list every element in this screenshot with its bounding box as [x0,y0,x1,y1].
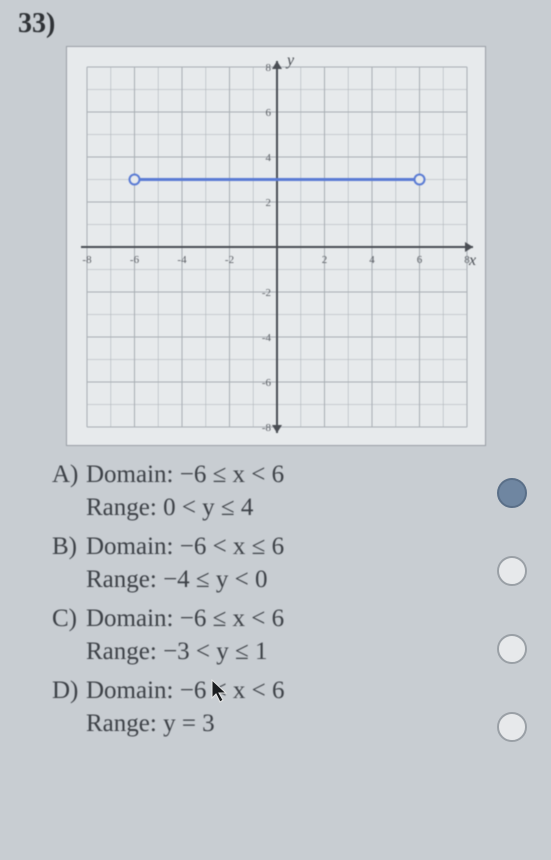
svg-text:-8: -8 [82,254,92,266]
choice-range: Range: −3 < y ≤ 1 [52,635,533,668]
svg-text:-2: -2 [224,254,233,266]
coordinate-graph: yx-8-6-4-22468-8-6-4-22468 [66,46,486,446]
radio-d[interactable] [497,712,527,742]
svg-text:-4: -4 [177,254,187,266]
choice-b[interactable]: B)Domain: −6 < x ≤ 6 Range: −4 ≤ y < 0 [52,530,533,596]
choice-range: Range: y = 3 [52,707,533,740]
svg-text:6: 6 [416,254,422,266]
answer-choices: A)Domain: −6 ≤ x < 6 Range: 0 < y ≤ 4 B)… [18,458,533,740]
svg-text:2: 2 [265,197,271,209]
choice-letter: C) [52,602,86,635]
choice-text: Domain: −6 ≤ x < 6 [86,605,284,632]
svg-text:-8: -8 [261,422,271,434]
question-number: 33) [18,8,533,40]
choice-text: Domain: −6 < x < 6 [86,677,285,704]
choice-letter: A) [52,458,86,491]
svg-text:8: 8 [464,254,470,266]
svg-text:-6: -6 [129,254,139,266]
svg-text:-2: -2 [261,287,270,299]
choice-range: Range: 0 < y ≤ 4 [52,491,533,524]
choice-text: Domain: −6 < x ≤ 6 [86,533,284,560]
choice-d[interactable]: D)Domain: −6 < x < 6 Range: y = 3 [52,674,533,740]
svg-text:6: 6 [265,107,271,119]
radio-group [497,478,537,790]
svg-text:-4: -4 [261,332,271,344]
svg-text:4: 4 [369,254,375,266]
svg-text:2: 2 [321,254,327,266]
radio-c[interactable] [497,634,527,664]
svg-text:8: 8 [265,62,271,74]
svg-text:4: 4 [265,152,271,164]
radio-b[interactable] [497,556,527,586]
choice-text: Domain: −6 ≤ x < 6 [86,461,284,488]
radio-a[interactable] [497,478,527,508]
svg-text:-6: -6 [261,377,271,389]
choice-letter: B) [52,530,86,563]
choice-range: Range: −4 ≤ y < 0 [52,563,533,596]
svg-text:y: y [285,52,295,69]
choice-c[interactable]: C)Domain: −6 ≤ x < 6 Range: −3 < y ≤ 1 [52,602,533,668]
choice-a[interactable]: A)Domain: −6 ≤ x < 6 Range: 0 < y ≤ 4 [52,458,533,524]
choice-letter: D) [52,674,86,707]
